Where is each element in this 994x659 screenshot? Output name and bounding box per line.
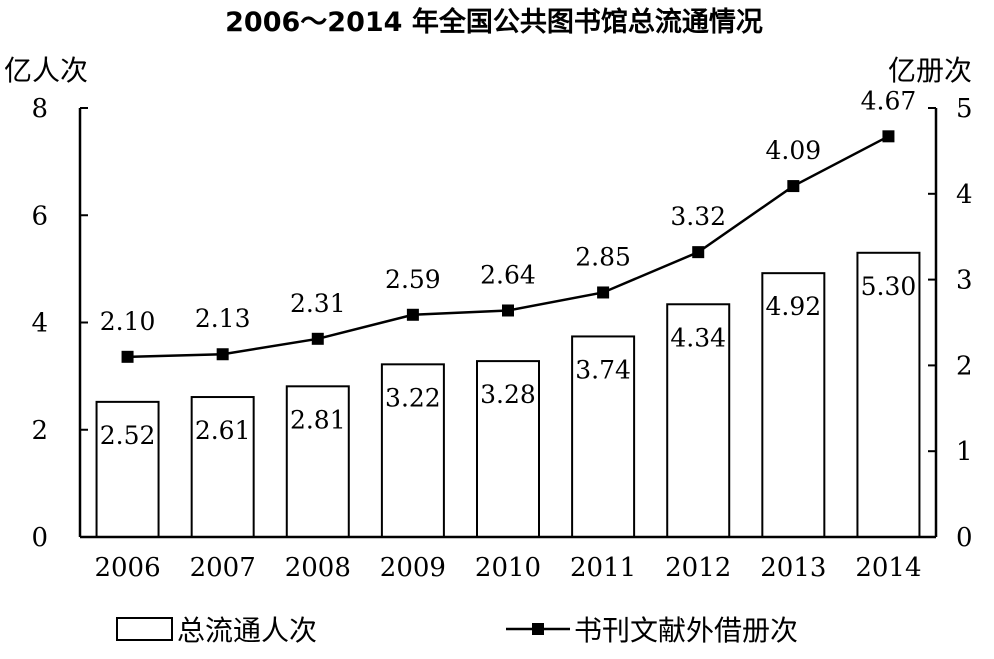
line-point xyxy=(121,350,134,363)
left-axis-unit: 亿人次 xyxy=(4,54,88,87)
x-tick-label: 2012 xyxy=(665,553,731,583)
bar-value-label: 3.28 xyxy=(480,380,536,409)
legend-line-marker xyxy=(532,623,544,635)
x-tick-label: 2014 xyxy=(855,553,921,583)
right-tick-label: 4 xyxy=(956,180,973,210)
line-point xyxy=(597,286,610,299)
bar xyxy=(761,272,826,538)
line-value-label: 2.13 xyxy=(195,304,251,333)
bar-value-label: 3.74 xyxy=(575,355,631,384)
bar-value-label: 2.52 xyxy=(100,421,156,450)
line-value-label: 3.32 xyxy=(670,202,726,231)
left-tick-label: 0 xyxy=(31,523,48,553)
line-value-label: 2.85 xyxy=(575,242,631,271)
x-tick-label: 2006 xyxy=(94,553,160,583)
right-tick-label: 3 xyxy=(956,266,973,296)
line-value-label: 2.59 xyxy=(385,265,441,294)
line-point xyxy=(216,348,229,361)
line-point xyxy=(787,180,800,193)
bar-value-label: 2.61 xyxy=(195,416,251,445)
bar-value-label: 4.92 xyxy=(765,292,821,321)
legend-bar-swatch xyxy=(116,617,173,641)
left-tick-label: 2 xyxy=(31,416,48,446)
line-point xyxy=(882,130,895,143)
bar xyxy=(380,363,445,539)
line-value-label: 4.67 xyxy=(861,86,917,115)
left-tick-label: 4 xyxy=(31,309,48,339)
bar-series: 2.52 2.61 2.81 3.22 3.28 3.74 4.34 4.92 5.30 xyxy=(95,251,921,539)
x-tick-label: 2011 xyxy=(570,553,636,583)
x-axis-ticks: 2006 2007 2008 2009 2010 2011 2012 2013 2014 xyxy=(94,553,921,583)
left-axis-ticks: 0 2 4 6 8 xyxy=(31,94,88,553)
bar xyxy=(95,400,160,538)
line-point xyxy=(692,246,705,259)
right-tick-label: 0 xyxy=(956,523,973,553)
right-tick-label: 1 xyxy=(956,437,973,467)
line-value-label: 2.10 xyxy=(100,307,156,336)
legend: 总流通人次 书刊文献外借册次 xyxy=(116,614,798,647)
legend-line-label: 书刊文献外借册次 xyxy=(574,614,798,647)
x-tick-label: 2008 xyxy=(285,553,351,583)
line-point xyxy=(406,308,419,321)
right-axis-ticks: 0 1 2 3 4 5 xyxy=(928,94,973,553)
chart-title: 2006～2014 年全国公共图书馆总流通情况 xyxy=(225,6,763,38)
right-tick-label: 2 xyxy=(956,351,973,381)
bar xyxy=(571,335,636,538)
bar-value-label: 4.34 xyxy=(670,323,726,352)
line-point xyxy=(311,332,324,345)
x-tick-label: 2007 xyxy=(190,553,256,583)
line-value-label: 4.09 xyxy=(765,136,821,165)
bar-value-label: 3.22 xyxy=(385,383,441,412)
line-series: 2.10 2.13 2.31 2.59 2.64 2.85 3.32 4.09 4.67 xyxy=(100,86,917,363)
right-tick-label: 5 xyxy=(956,94,973,124)
x-tick-label: 2009 xyxy=(380,553,446,583)
legend-bar-label: 总流通人次 xyxy=(177,614,317,647)
line-value-label: 2.64 xyxy=(480,260,536,289)
right-axis-unit: 亿册次 xyxy=(888,54,972,87)
bar-value-label: 2.81 xyxy=(290,405,346,434)
x-tick-label: 2010 xyxy=(475,553,541,583)
line-point xyxy=(502,304,514,317)
left-tick-label: 6 xyxy=(31,201,48,231)
bar-value-label: 5.30 xyxy=(861,272,917,301)
line-value-label: 2.31 xyxy=(290,289,346,318)
bar xyxy=(190,396,255,538)
x-tick-label: 2013 xyxy=(760,553,826,583)
left-tick-label: 8 xyxy=(31,94,48,124)
